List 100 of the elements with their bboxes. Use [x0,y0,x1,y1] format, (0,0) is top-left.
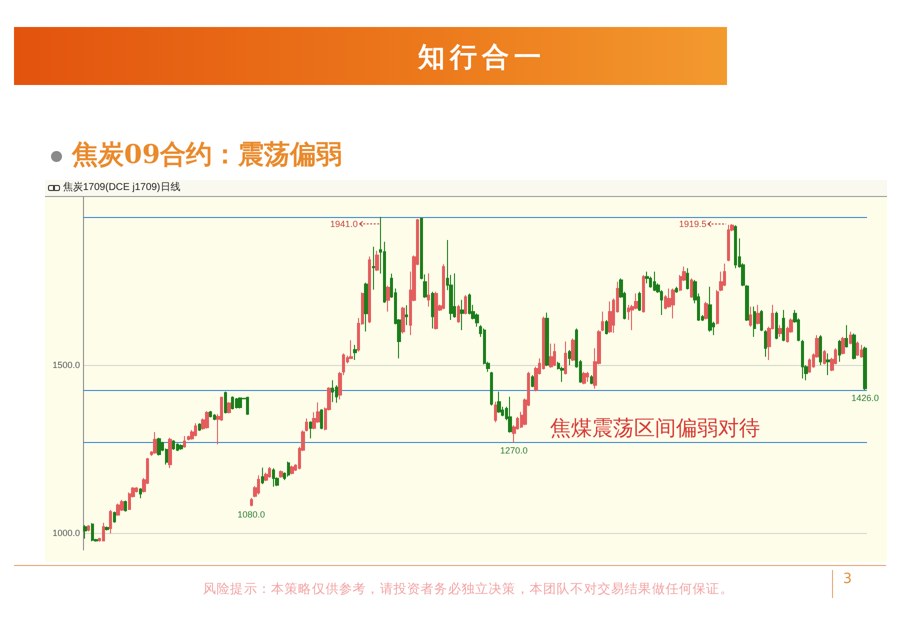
candlestick [571,338,575,362]
candlestick [638,291,641,312]
candlestick [194,422,197,437]
candlestick [823,349,826,365]
candlestick [135,486,138,494]
text: 3 [843,571,852,587]
candlestick [564,341,567,376]
candlestick [83,524,87,540]
candlestick [675,286,678,294]
candlestick [756,304,760,325]
candlestick [778,324,782,338]
candlestick [124,500,127,512]
candlestick [642,274,645,314]
candlestick [826,352,830,376]
candlestick [105,526,109,531]
candlestick [305,418,308,432]
candlestick [590,374,593,385]
candlestick [320,408,323,430]
candlestick [841,336,845,355]
candlestick [553,343,556,367]
candlestick [290,465,294,475]
candlestick [250,497,253,507]
candlestick [246,396,249,416]
candlestick [168,437,172,468]
candlestick [734,224,737,269]
candlestick [764,330,767,358]
candlestick [497,391,501,414]
candlestick [261,467,264,485]
candlestick [819,334,822,366]
candlestick [860,344,863,358]
candlestick [753,306,756,338]
candlestick [671,288,675,319]
candlestick [176,442,179,452]
candlestick [268,466,271,478]
candlestick [87,524,90,532]
candlestick [213,414,216,421]
candlestick [257,474,260,496]
candlestick [801,339,804,380]
candlestick [157,437,161,456]
candlestick [238,396,242,409]
candlestick [775,311,778,340]
candlestick [808,358,811,374]
candlestick [102,522,105,542]
candlestick [586,371,589,382]
candlestick [531,374,534,388]
chart-subtitle: 焦炭1709(DCE j1709)日线 [63,181,180,195]
candlestick [309,420,312,439]
candlestick [845,324,848,348]
annotation: 1919.5 [679,218,707,228]
candlestick [549,343,553,368]
candlestick [545,312,549,367]
candlestick [364,282,368,332]
candlestick [205,410,209,430]
candlestick [331,380,334,403]
text: 风险提示：本策略仅供参考，请投资者务必独立决策，本团队不对交易结果做任何保证。 [203,581,734,598]
candlestick [568,349,571,366]
candlestick [209,410,212,418]
candlestick [386,285,390,312]
candlestick [279,470,283,478]
candlestick [838,339,841,362]
candlestick [690,278,693,298]
annotation: 焦煤震荡区间偏弱对待 [550,415,760,442]
candlestick [172,440,175,450]
annotation: 1426.0 [851,392,879,403]
candlestick [113,511,116,524]
candlestick [749,306,752,328]
candlestick [460,299,464,331]
candlestick [431,291,434,329]
candlestick [686,268,689,290]
candlestick [401,306,405,334]
y-tick-label: 1500.0 [52,360,80,370]
candlestick [405,304,408,326]
candlestick [601,311,604,332]
y-tick-label: 1000.0 [52,528,80,538]
candlestick [91,522,94,542]
candlestick [645,271,649,284]
candlestick [453,272,456,318]
candlestick [179,444,183,450]
candlestick [375,250,379,272]
candlestick [224,391,227,414]
candlestick [782,309,785,342]
candlestick [490,371,493,406]
text: 知行合一 [418,41,546,75]
candlestick [708,286,712,332]
candlestick [116,503,120,516]
candlestick [434,291,438,330]
candlestick [231,396,234,410]
chart-title: 焦炭09合约：震荡偏弱 [72,139,342,171]
candlestick [198,422,201,432]
candlestick [704,301,708,320]
annotation: 1080.0 [238,509,266,520]
candlestick [427,272,430,308]
candlestick [120,499,124,512]
candlestick [494,401,497,423]
candlestick [139,488,142,499]
candlestick [153,431,157,454]
candlestick [183,436,186,448]
candlestick [727,224,730,262]
annotation: 1270.0 [500,445,528,456]
candlestick [716,290,719,325]
